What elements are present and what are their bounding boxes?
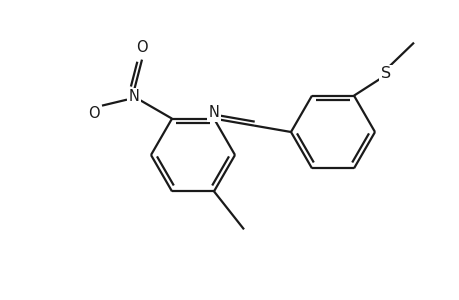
Text: O: O bbox=[136, 40, 147, 55]
Text: N: N bbox=[128, 89, 139, 104]
Text: O: O bbox=[88, 106, 100, 121]
Text: N: N bbox=[208, 105, 219, 120]
Text: S: S bbox=[380, 66, 390, 81]
